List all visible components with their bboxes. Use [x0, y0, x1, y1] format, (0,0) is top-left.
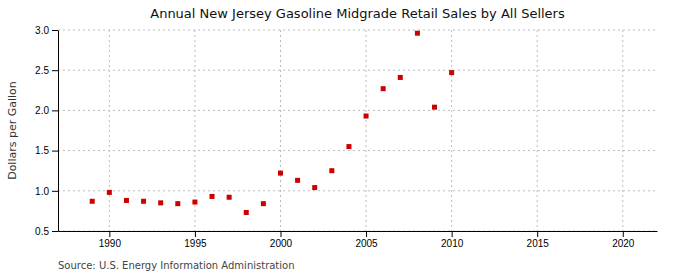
- y-tick-label: 1.0: [35, 186, 49, 197]
- grid-line-x: [109, 30, 110, 231]
- chart: 1990 1995 2000 2005 2010 2015 2020 0.5 1.0 1.5 2.0…: [0, 0, 675, 275]
- y-tick: 1.0: [35, 186, 58, 197]
- plot-area: 1990 1995 2000 2005 2010 2015 2020 0.5 1.0 1.5 2.0…: [35, 25, 657, 249]
- x-tick-mark: [537, 231, 538, 237]
- grid-line-x: [622, 30, 623, 231]
- grid-line-y: [58, 231, 657, 232]
- grid-line-x: [366, 30, 367, 231]
- y-tick-label: 2.0: [35, 105, 49, 116]
- point: [346, 144, 351, 149]
- point: [329, 168, 334, 173]
- x-tick-mark: [623, 231, 624, 237]
- y-tick-mark: [52, 110, 58, 111]
- x-axis: 1990 1995 2000 2005 2010 2015 2020: [59, 231, 658, 249]
- grid-line-x: [451, 30, 452, 231]
- point: [261, 201, 266, 206]
- point: [312, 185, 317, 190]
- x-tick: 2020: [612, 231, 635, 249]
- x-tick: 2015: [527, 231, 550, 249]
- source-note: Source: U.S. Energy Information Administ…: [58, 260, 295, 271]
- y-tick-mark: [52, 191, 58, 192]
- point: [295, 178, 300, 183]
- y-tick-label: 1.5: [35, 145, 49, 156]
- grid-line-y: [58, 190, 657, 191]
- marks: [90, 31, 454, 215]
- grid-line-y: [58, 30, 657, 31]
- y-tick: 3.0: [35, 25, 58, 36]
- x-tick: 2010: [441, 231, 464, 249]
- y-tick: 1.5: [35, 145, 58, 156]
- y-axis-line: [58, 31, 59, 232]
- title: Annual New Jersey Gasoline Midgrade Reta…: [150, 6, 565, 21]
- y-tick-mark: [52, 70, 58, 71]
- point: [381, 86, 386, 91]
- point: [175, 201, 180, 206]
- point: [364, 114, 369, 119]
- grid-line-x: [537, 30, 538, 231]
- x-tick: 2000: [270, 231, 293, 249]
- x-tick-label: 2015: [527, 238, 550, 249]
- y-axis: 0.5 1.0 1.5 2.0 2.5 3.0: [35, 25, 58, 237]
- y-tick: 2.5: [35, 65, 58, 76]
- y-axis-title: Dollars per Gallon: [6, 81, 19, 180]
- grid-line-y: [58, 70, 657, 71]
- point: [244, 210, 249, 215]
- grid-line-x: [280, 30, 281, 231]
- point: [90, 199, 95, 204]
- x-tick-label: 2010: [441, 238, 464, 249]
- point: [227, 195, 232, 200]
- x-tick-mark: [366, 231, 367, 237]
- grid-line-y: [58, 110, 657, 111]
- x-tick-label: 2020: [612, 238, 635, 249]
- x-tick-label: 2000: [270, 238, 293, 249]
- y-tick: 2.0: [35, 105, 58, 116]
- y-tick-mark: [52, 30, 58, 31]
- x-tick-mark: [109, 231, 110, 237]
- x-tick-mark: [280, 231, 281, 237]
- x-tick: 1995: [184, 231, 207, 249]
- point: [192, 200, 197, 205]
- y-tick-label: 3.0: [35, 25, 49, 36]
- point: [107, 190, 112, 195]
- y-tick-label: 0.5: [35, 226, 49, 237]
- point: [278, 171, 283, 176]
- point: [415, 31, 420, 36]
- point: [124, 198, 129, 203]
- x-tick-label: 2005: [355, 238, 378, 249]
- x-tick-mark: [195, 231, 196, 237]
- x-tick-label: 1990: [99, 238, 122, 249]
- x-tick: 1990: [99, 231, 122, 249]
- point: [398, 75, 403, 80]
- point: [141, 199, 146, 204]
- y-tick-label: 2.5: [35, 65, 49, 76]
- point: [432, 105, 437, 110]
- x-axis-line: [59, 231, 658, 232]
- x-tick-mark: [452, 231, 453, 237]
- x-tick: 2005: [355, 231, 378, 249]
- grid-line-y: [58, 150, 657, 151]
- point: [158, 200, 163, 205]
- grid: [58, 30, 657, 231]
- y-tick-mark: [52, 231, 58, 232]
- y-tick-mark: [52, 151, 58, 152]
- point: [449, 70, 454, 75]
- x-tick-label: 1995: [184, 238, 207, 249]
- point: [210, 194, 215, 199]
- y-tick: 0.5: [35, 226, 58, 237]
